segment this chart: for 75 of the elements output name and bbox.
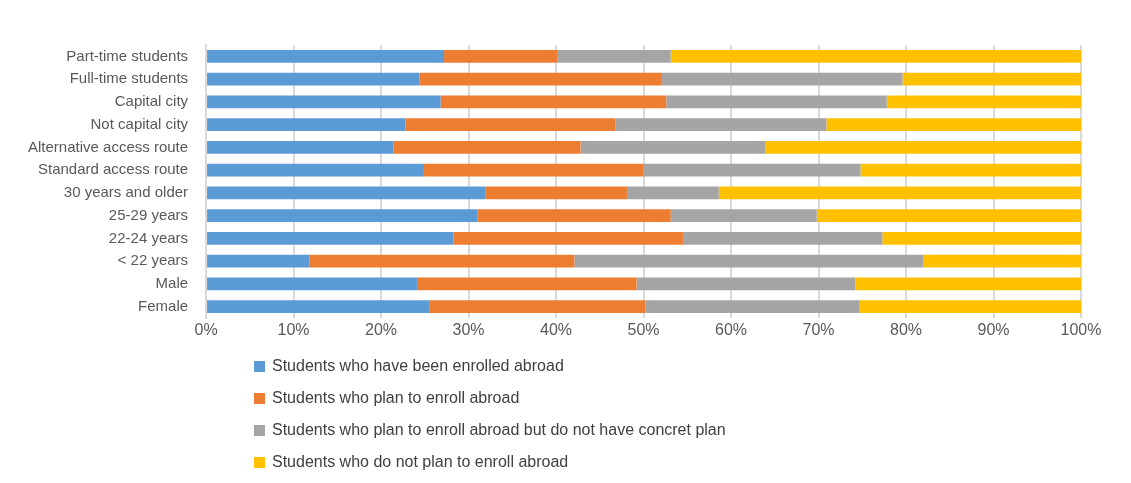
x-tick-label: 10% — [277, 321, 310, 339]
y-tick-label: Male — [155, 274, 189, 292]
bar — [207, 186, 486, 200]
y-tick-label: Part-time students — [66, 46, 189, 64]
bar — [207, 300, 430, 313]
bar — [615, 118, 827, 131]
bar — [405, 118, 616, 131]
bar — [902, 72, 1081, 86]
y-tick-label: Alternative access route — [28, 137, 189, 155]
bar — [393, 141, 581, 154]
bar — [485, 186, 627, 200]
bar — [860, 163, 1081, 177]
bar — [718, 186, 1081, 200]
bar — [765, 141, 1081, 154]
bar — [886, 95, 1081, 109]
y-tick-label: Female — [138, 296, 189, 314]
bar — [207, 141, 394, 154]
x-tick-label: 40% — [540, 321, 573, 339]
y-tick-label: 22-24 years — [108, 228, 189, 246]
legend-label: Students who plan to enroll abroad — [272, 389, 520, 407]
bar — [670, 50, 1081, 63]
bar — [207, 277, 417, 291]
bar — [416, 277, 637, 291]
bar — [207, 232, 454, 245]
bar — [207, 254, 310, 268]
legend-label: Students who plan to enroll abroad but do not have concret plan — [272, 421, 726, 439]
x-tick-label: 70% — [802, 321, 835, 339]
bar — [477, 209, 671, 222]
bar — [859, 300, 1081, 313]
bar — [429, 300, 646, 313]
bar — [557, 50, 671, 63]
bar — [207, 118, 406, 131]
legend-label: Students who do not plan to enroll abroad — [272, 453, 569, 471]
bar — [440, 95, 667, 109]
y-tick-label: Capital city — [114, 92, 189, 110]
bar — [580, 141, 766, 154]
x-tick-label: 80% — [890, 321, 923, 339]
bar — [682, 232, 883, 245]
bar — [661, 72, 903, 86]
bar — [207, 95, 441, 109]
y-tick-label: Standard access route — [37, 160, 189, 178]
bar — [423, 163, 644, 177]
bar — [309, 254, 575, 268]
y-tick-label: Full-time students — [69, 69, 189, 87]
x-tick-label: 30% — [452, 321, 485, 339]
bar — [207, 72, 420, 86]
y-tick-label: < 22 years — [117, 251, 189, 269]
bar — [453, 232, 683, 245]
legend-label: Students who have been enrolled abroad — [272, 357, 564, 375]
bar — [882, 232, 1081, 245]
bar — [855, 277, 1081, 291]
bar — [645, 300, 860, 313]
y-tick-label: 30 years and older — [63, 183, 189, 201]
bar — [626, 186, 719, 200]
bar — [207, 209, 478, 222]
x-tick-label: 100% — [1060, 321, 1102, 339]
bar — [670, 209, 817, 222]
x-tick-label: 20% — [365, 321, 398, 339]
x-tick-label: 90% — [977, 321, 1010, 339]
bar — [816, 209, 1081, 222]
y-tick-label: 25-29 years — [108, 205, 189, 223]
bar — [444, 50, 558, 63]
x-tick-label: 60% — [715, 321, 748, 339]
bar — [207, 50, 445, 63]
bar — [666, 95, 887, 109]
x-tick-label: 0% — [194, 321, 218, 339]
y-tick-label: Not capital city — [90, 114, 189, 132]
bar — [574, 254, 924, 268]
bar — [207, 163, 424, 177]
bar — [636, 277, 856, 291]
bar — [826, 118, 1081, 131]
bar — [643, 163, 861, 177]
x-tick-label: 50% — [627, 321, 660, 339]
bar — [923, 254, 1081, 268]
bar — [419, 72, 662, 86]
